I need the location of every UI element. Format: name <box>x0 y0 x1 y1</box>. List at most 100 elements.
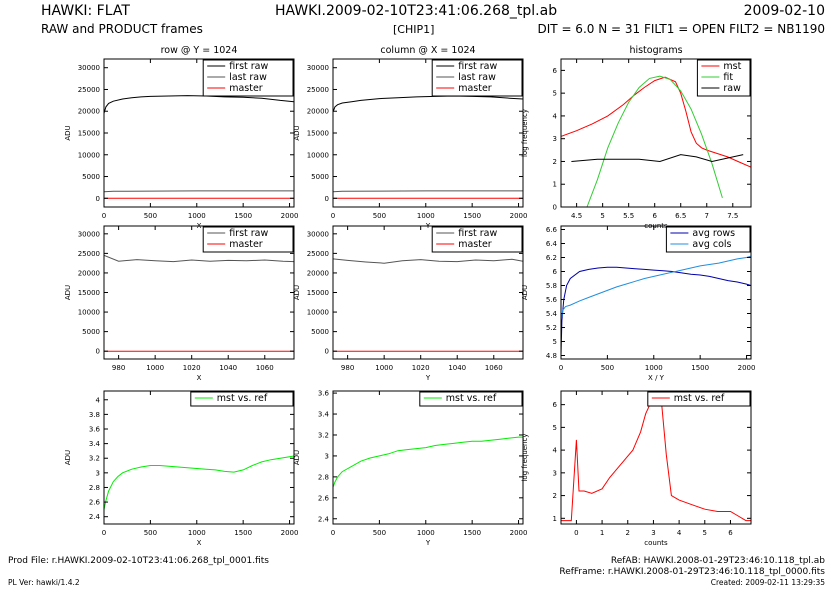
chart-panel-8: 0 500 1000 1500 2000 2.4 2.6 2.8 3 3.2 3.4 3.6 Y ADU m… <box>293 390 527 547</box>
y-axis-label: log frequency <box>521 109 529 157</box>
x-tick-label: 0 <box>331 212 335 220</box>
plot-frame <box>560 58 752 208</box>
y-tick-label: 6 <box>553 67 558 75</box>
legend-label: master <box>229 83 263 94</box>
x-axis-label: Y <box>425 539 431 547</box>
y-tick-label: 25000 <box>307 250 329 258</box>
x-tick-label: 500 <box>144 529 157 537</box>
y-tick-label: 5.8 <box>546 282 557 290</box>
plot-frame <box>560 390 752 525</box>
x-tick-label: 0 <box>331 529 335 537</box>
x-tick-label: 1500 <box>691 364 709 372</box>
series-line-1 <box>561 266 751 356</box>
y-tick-label: 4 <box>553 112 558 120</box>
y-tick-label: 20000 <box>307 108 329 116</box>
y-tick-label: 20000 <box>78 108 100 116</box>
y-tick-label: 3 <box>553 469 557 477</box>
series-line-1 <box>561 394 751 522</box>
x-tick-label: 1060 <box>485 364 503 372</box>
legend-label: mst vs. ref <box>217 393 268 404</box>
report-title: HAWKI: FLAT <box>41 3 130 19</box>
legend-label: first raw <box>229 228 268 239</box>
chart-title: column @ X = 1024 <box>380 45 475 56</box>
x-axis-label: counts <box>644 539 668 547</box>
series-line-1 <box>104 95 294 114</box>
y-tick-label: 5000 <box>311 173 329 181</box>
pipeline-version: PL Ver: hawki/1.4.2 <box>8 578 80 587</box>
created-date: Created: 2009-02-11 13:29:35 <box>710 578 825 587</box>
y-axis-label: ADU <box>64 285 72 300</box>
series-line-3 <box>571 154 744 163</box>
chart-panel-9: 0 1 2 3 4 5 6 1 2 3 4 5 6 counts log frequency mst vs. … <box>521 390 752 547</box>
y-axis-label: ADU <box>521 285 529 300</box>
reference-frame: RefFrame: r.HAWKI.2008-01-29T23:46:10.11… <box>559 567 825 577</box>
y-tick-label: 25000 <box>78 86 100 94</box>
chart-panel-7: 0 500 1000 1500 2000 2.4 2.6 2.8 3 3.2 3.4 3.6 3.8 4 X… <box>64 390 298 547</box>
legend-box <box>431 226 523 253</box>
x-tick-label: 1040 <box>219 364 237 372</box>
y-tick-label: 6 <box>553 268 558 276</box>
series-line-2 <box>561 255 751 321</box>
x-tick-label: 500 <box>373 529 386 537</box>
y-tick-label: 2.6 <box>89 499 101 507</box>
x-tick-label: 4 <box>677 529 682 537</box>
y-tick-label: 0 <box>325 348 329 356</box>
x-tick-label: 2000 <box>510 529 528 537</box>
y-tick-label: 6.4 <box>546 240 558 248</box>
y-tick-label: 4 <box>553 447 558 455</box>
y-tick-label: 15000 <box>307 130 329 138</box>
x-tick-label: 2000 <box>281 212 299 220</box>
y-tick-label: 5000 <box>82 173 100 181</box>
y-tick-label: 2 <box>553 158 557 166</box>
y-tick-label: 6.6 <box>546 226 558 234</box>
report-filename: HAWKI.2009-02-10T23:41:06.268_tpl.ab <box>275 3 558 19</box>
chart-panel-5: 980 1000 1020 1040 1060 0 5000 10000 15000 20000 2… <box>293 225 524 382</box>
legend-label: raw <box>723 83 741 94</box>
x-tick-label: 7.5 <box>727 212 738 220</box>
legend-label: mst vs. ref <box>446 393 497 404</box>
x-tick-label: 500 <box>144 212 157 220</box>
y-tick-label: 3.4 <box>89 440 101 448</box>
x-tick-label: 1040 <box>448 364 466 372</box>
y-tick-label: 3 <box>325 452 329 460</box>
y-tick-label: 3.2 <box>318 431 329 439</box>
series-line-2 <box>586 75 723 207</box>
x-tick-label: 1000 <box>188 529 206 537</box>
y-tick-label: 10000 <box>78 309 100 317</box>
y-tick-label: 0 <box>325 195 329 203</box>
x-tick-label: 5 <box>600 212 604 220</box>
chart-panel-2: 0 500 1000 1500 2000050001000015000200002500… <box>293 45 527 230</box>
x-tick-label: 0 <box>102 529 106 537</box>
legend-box <box>665 226 751 253</box>
chart-panel-6: 0 500 1000 1500 2000 4.8 5 5.2 5.4 5.6 5.8 6 6.2 6.4 6… <box>521 225 755 382</box>
reference-ab: RefAB: HAWKI.2008-01-29T23:46:10.118_tpl… <box>610 556 825 566</box>
instrument-setup: DIT = 6.0 N = 31 FILT1 = OPEN FILT2 = NB… <box>537 22 825 36</box>
y-axis-label: ADU <box>293 285 301 300</box>
y-tick-label: 1 <box>553 515 557 523</box>
series-line-1 <box>333 258 523 264</box>
y-tick-label: 5.2 <box>546 324 557 332</box>
x-tick-label: 1500 <box>463 212 481 220</box>
legend-box <box>202 226 294 253</box>
x-tick-label: 1060 <box>256 364 274 372</box>
series-line-1 <box>333 95 523 113</box>
plot-frame <box>103 390 295 525</box>
chart-panel-3: 4.5 5 5.5 6 6.5 7 7.50123456histogramscountslo… <box>521 45 752 230</box>
y-tick-label: 2.8 <box>318 473 329 481</box>
y-tick-label: 2 <box>553 492 557 500</box>
x-tick-label: 5.5 <box>623 212 634 220</box>
y-tick-label: 5000 <box>311 328 329 336</box>
chart-panel-4: 980 1000 1020 1040 1060 0 5000 10000 15000 20000 2… <box>64 225 295 382</box>
x-tick-label: 1500 <box>234 529 252 537</box>
legend-label: avg cols <box>692 239 731 250</box>
y-tick-label: 4 <box>96 396 101 404</box>
y-tick-label: 15000 <box>307 289 329 297</box>
legend-label: avg rows <box>692 228 735 239</box>
x-tick-label: 980 <box>112 364 125 372</box>
y-tick-label: 0 <box>96 195 100 203</box>
legend-label: mst vs. ref <box>674 393 725 404</box>
y-tick-label: 5000 <box>82 328 100 336</box>
y-tick-label: 30000 <box>307 230 329 238</box>
x-tick-label: 2 <box>626 529 630 537</box>
